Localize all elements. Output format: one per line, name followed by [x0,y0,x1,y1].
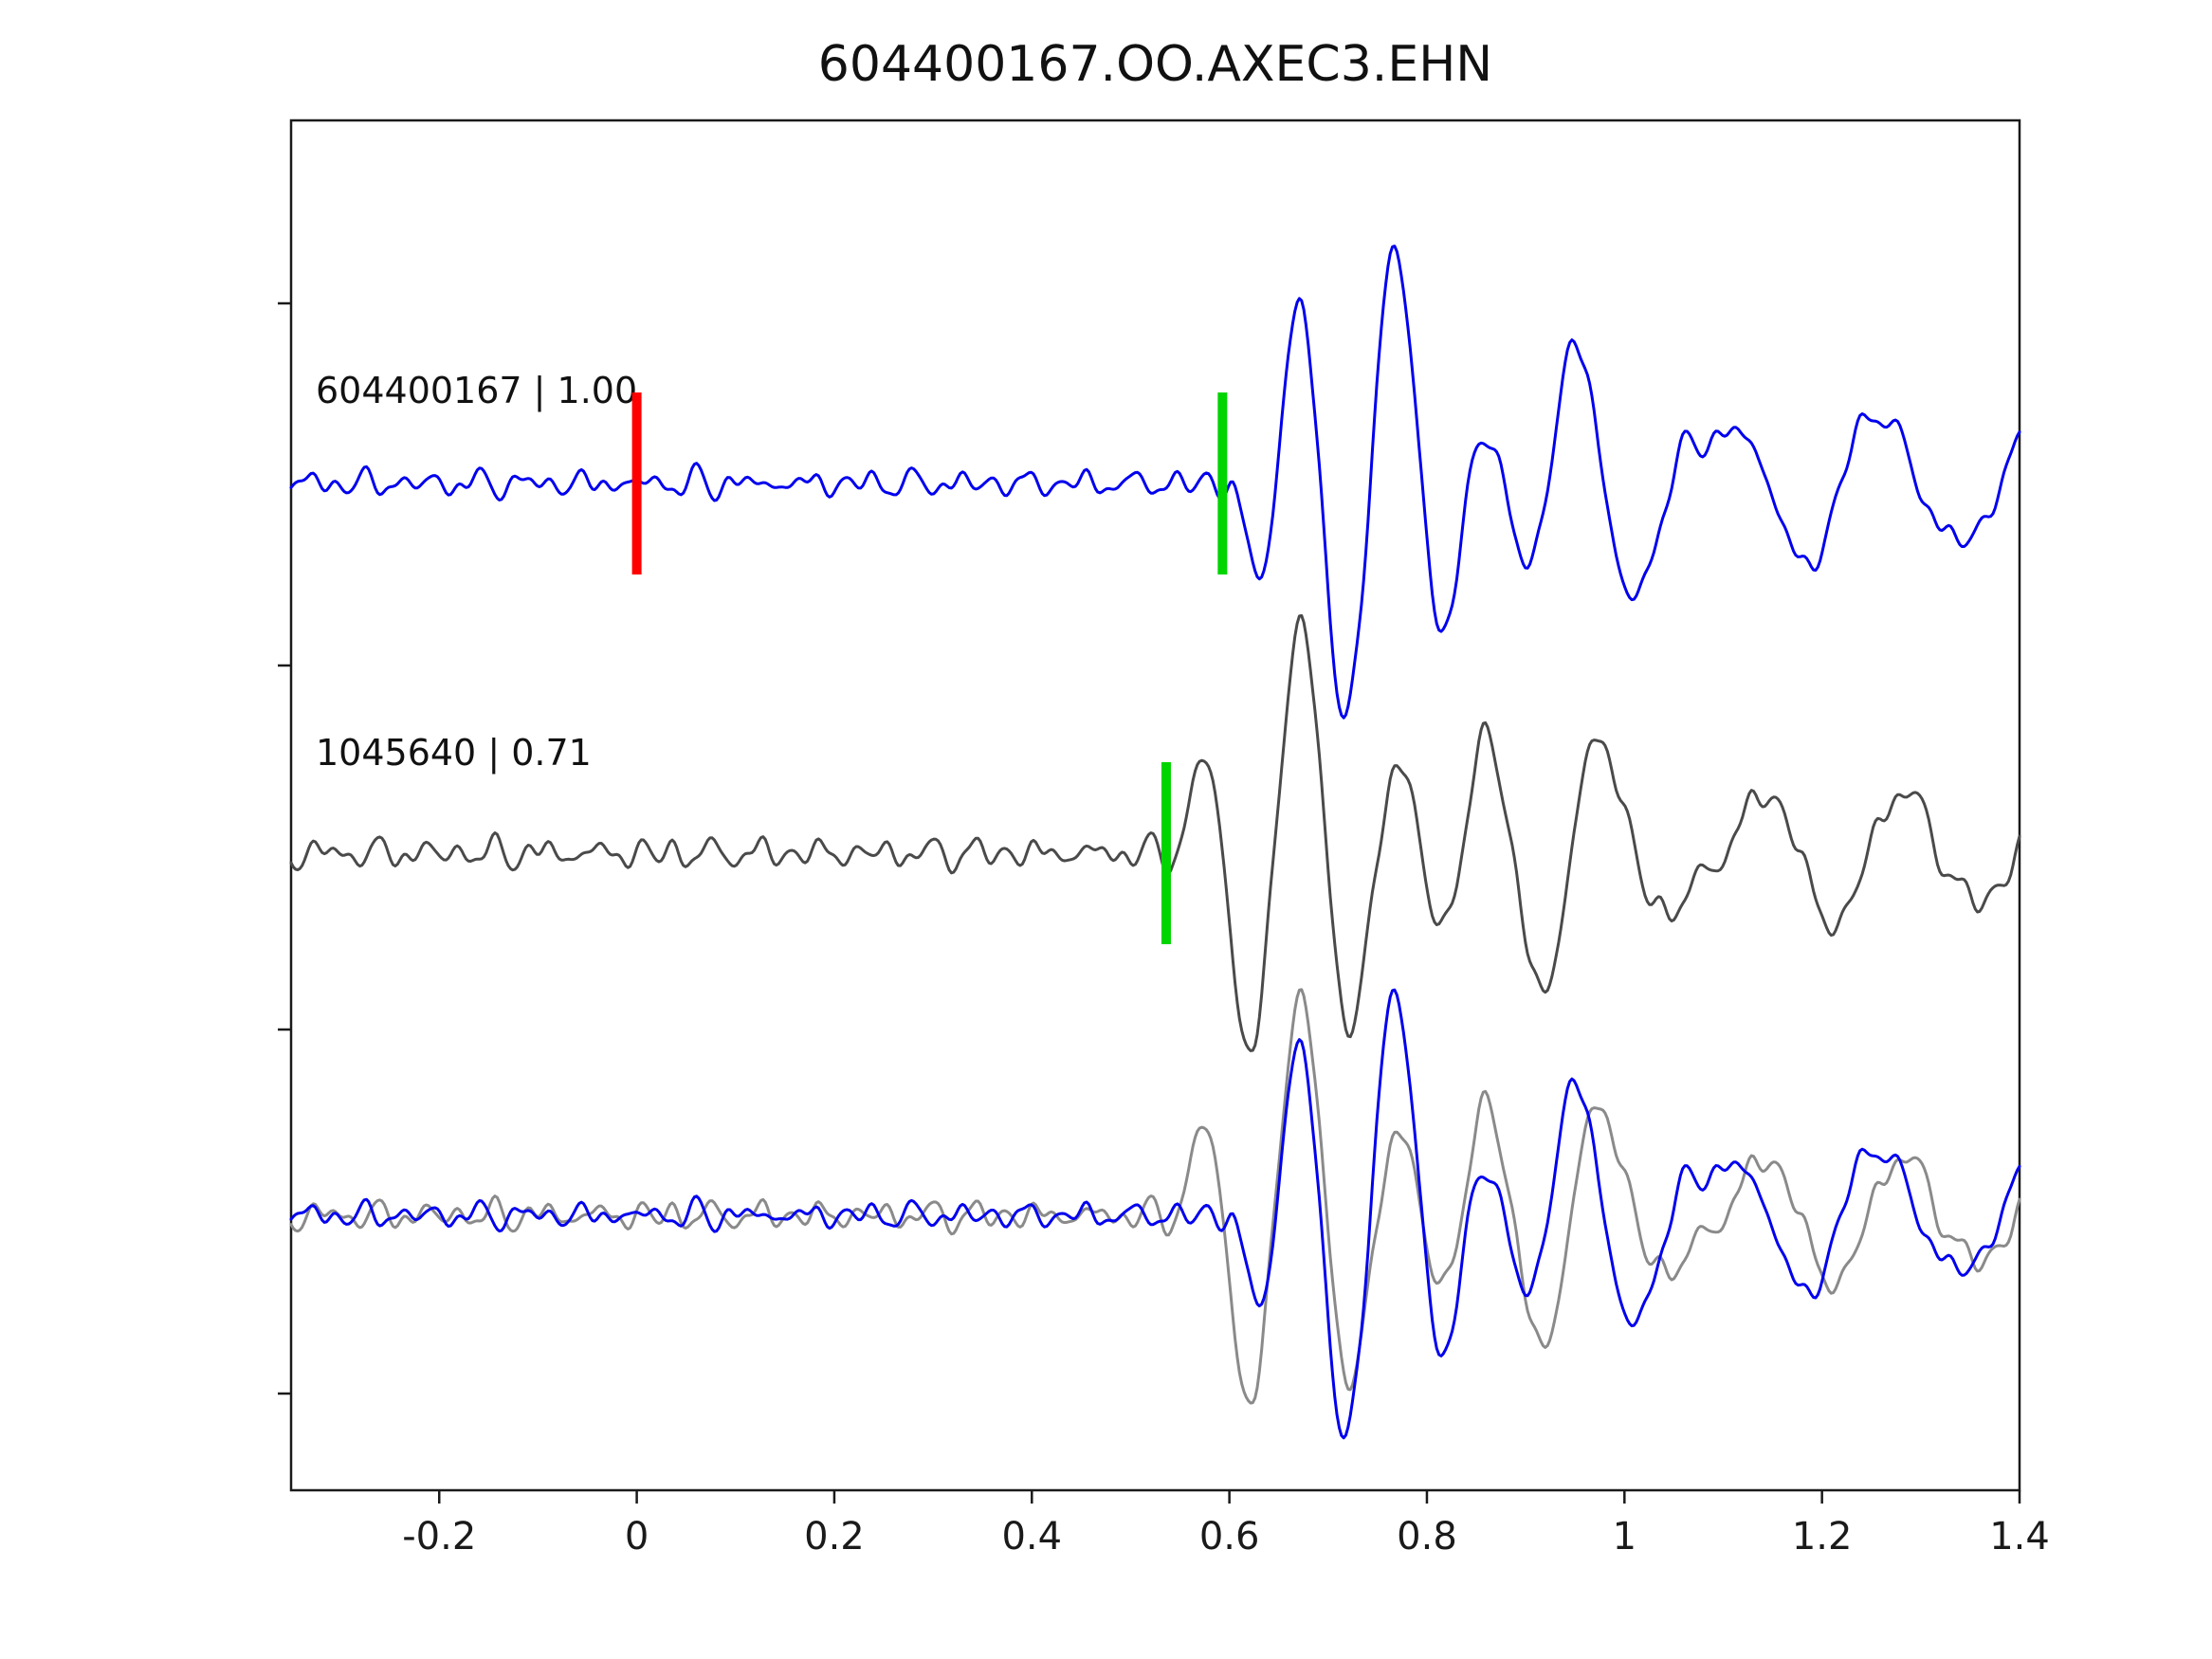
chart-title: 604400167.OO.AXEC3.EHN [817,36,1493,93]
overlay-waveform-1045640 [289,988,2021,1405]
trace-label-matched-waveform: 1045640 | 0.71 [316,732,592,774]
x-tick-label: -0.2 [402,1515,476,1559]
waveform-604400167 [289,245,2021,720]
x-tick-label: 1.4 [1989,1515,2050,1559]
axes-frame [289,118,2021,1492]
waveform-1045640 [289,613,2021,1052]
x-tick-label: 0 [625,1515,649,1559]
overlay-waveform-604400167 [289,988,2021,1440]
x-tick-label: 0.4 [1001,1515,1062,1559]
x-tick-label: 0.6 [1199,1515,1260,1559]
x-tick-label: 1 [1613,1515,1636,1559]
x-tick-label: 0.8 [1397,1515,1457,1559]
x-tick-label: 0.2 [804,1515,865,1559]
x-tick-label: 1.2 [1792,1515,1853,1559]
trace-label-template-waveform: 604400167 | 1.00 [316,370,638,411]
